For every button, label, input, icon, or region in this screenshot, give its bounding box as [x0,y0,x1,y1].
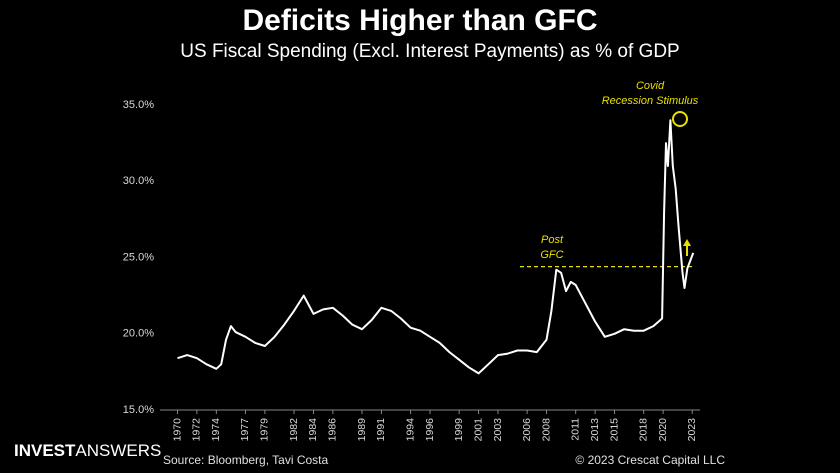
x-tick-label: 1991 [375,418,387,442]
y-tick-label: 35.0% [123,99,154,111]
highlight-circle [672,111,688,127]
x-tick-label: 1972 [191,418,203,442]
x-tick-label: 2013 [589,418,601,442]
annotation: Recession Stimulus [602,95,699,107]
up-arrow [683,239,691,256]
x-tick-label: 1996 [424,418,436,442]
x-tick-label: 1999 [453,418,465,442]
data-line [177,119,695,375]
x-tick-label: 1994 [404,418,416,442]
copyright: © 2023 Crescat Capital LLC [575,453,725,467]
brand-part: INVEST [14,441,76,460]
x-tick-label: 2020 [657,418,669,442]
x-tick-label: 2006 [521,418,533,442]
x-tick-label: 1979 [259,418,271,442]
x-tick-label: 1984 [307,418,319,442]
x-tick-label: 2008 [540,418,552,442]
chart-subtitle: US Fiscal Spending (Excl. Interest Payme… [180,41,679,62]
annotation: Covid [636,80,665,92]
y-tick-label: 30.0% [123,175,154,187]
y-tick-label: 20.0% [123,328,154,340]
y-tick-label: 15.0% [123,404,154,416]
y-tick-label: 25.0% [123,251,154,263]
x-tick-label: 1974 [210,418,222,442]
source: Source: Bloomberg, Tavi Costa [163,453,329,467]
x-tick-label: 1989 [356,418,368,442]
chart-title: Deficits Higher than GFC [242,4,597,37]
brand-part: ANSWERS [75,441,161,460]
x-tick-label: 2023 [686,418,698,442]
x-tick-label: 2015 [608,418,620,442]
brand: INVESTANSWERS [14,441,161,460]
annotation: GFC [540,249,563,261]
x-tick-label: 1982 [288,418,300,442]
annotation: Post [541,234,564,246]
x-tick-label: 2018 [637,418,649,442]
x-tick-label: 1986 [327,418,339,442]
x-tick-label: 2003 [492,418,504,442]
x-tick-label: 2011 [569,418,581,441]
x-tick-label: 1977 [239,418,251,442]
x-tick-label: 1970 [171,418,183,442]
x-tick-label: 2001 [472,418,484,442]
